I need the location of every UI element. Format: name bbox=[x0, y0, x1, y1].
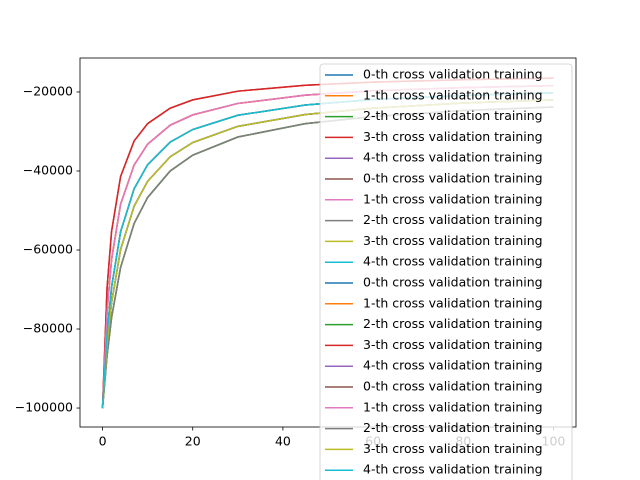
legend-label: 4-th cross validation training bbox=[363, 358, 543, 373]
legend-label: 4-th cross validation training bbox=[363, 150, 543, 165]
legend-label: 3-th cross validation training bbox=[363, 233, 543, 248]
legend-label: 1-th cross validation training bbox=[363, 87, 543, 102]
legend-label: 0-th cross validation training bbox=[363, 275, 543, 290]
legend-label: 3-th cross validation training bbox=[363, 441, 543, 456]
legend-label: 0-th cross validation training bbox=[363, 379, 543, 394]
legend-label: 3-th cross validation training bbox=[363, 129, 543, 144]
x-tick-label: 20 bbox=[185, 434, 201, 449]
legend-label: 4-th cross validation training bbox=[363, 462, 543, 477]
legend-label: 4-th cross validation training bbox=[363, 254, 543, 269]
y-tick-label: −40000 bbox=[23, 162, 73, 177]
legend-label: 0-th cross validation training bbox=[363, 67, 543, 82]
legend-label: 2-th cross validation training bbox=[363, 212, 543, 227]
legend-label: 3-th cross validation training bbox=[363, 337, 543, 352]
x-tick-label: 0 bbox=[99, 434, 107, 449]
legend-label: 2-th cross validation training bbox=[363, 108, 543, 123]
y-tick-label: −100000 bbox=[15, 400, 73, 415]
legend-label: 1-th cross validation training bbox=[363, 399, 543, 414]
legend-label: 1-th cross validation training bbox=[363, 295, 543, 310]
legend-box bbox=[319, 63, 573, 480]
y-tick-label: −60000 bbox=[23, 242, 73, 257]
legend-label: 2-th cross validation training bbox=[363, 316, 543, 331]
legend-label: 2-th cross validation training bbox=[363, 420, 543, 435]
legend-label: 1-th cross validation training bbox=[363, 191, 543, 206]
y-tick-label: −20000 bbox=[23, 83, 73, 98]
y-tick-label: −80000 bbox=[23, 321, 73, 336]
x-tick-label: 40 bbox=[275, 434, 291, 449]
legend-label: 0-th cross validation training bbox=[363, 171, 543, 186]
